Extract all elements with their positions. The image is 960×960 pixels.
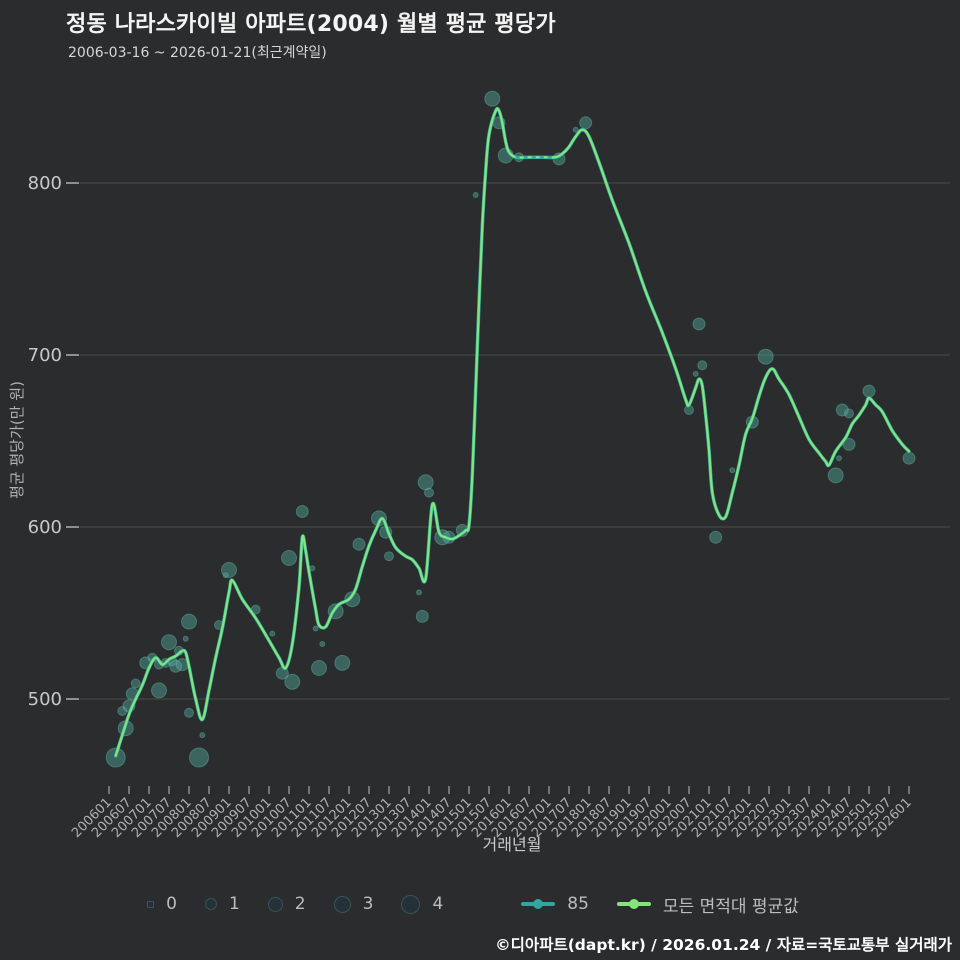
trade-bubble — [199, 732, 206, 739]
green-line-icon — [616, 899, 651, 909]
trade-bubble — [312, 625, 319, 632]
trade-bubble — [415, 609, 429, 623]
legend-size-3[interactable]: 3 — [333, 894, 374, 914]
chart-legend: 0 1 2 3 4 85 모든 면적대 평균값 — [0, 884, 960, 924]
legend-series-average[interactable]: 모든 면적대 평균값 — [616, 892, 799, 917]
trade-bubble — [835, 403, 849, 417]
y-tick-label: 500 — [28, 689, 62, 710]
legend-size-3-label: 3 — [362, 894, 374, 914]
page-subtitle: 2006-03-16 ~ 2026-01-21(최근계약일) — [68, 45, 327, 61]
x-axis-title: 거래년월 — [483, 835, 542, 854]
bubble-size-0-icon — [147, 900, 155, 908]
trade-bubble — [334, 654, 351, 671]
y-axis-title: 평균 평당가(만 원) — [8, 381, 26, 499]
y-tick-label: 800 — [28, 173, 62, 194]
trade-bubble — [862, 384, 876, 398]
trade-bubble — [692, 370, 699, 377]
y-tick-label: 700 — [28, 345, 62, 366]
legend-size-2-label: 2 — [294, 894, 306, 914]
trade-bubble — [472, 192, 479, 198]
legend-series-average-label: 모든 면적대 평균값 — [662, 896, 799, 917]
trade-bubble — [221, 562, 237, 578]
trade-bubble — [311, 660, 327, 676]
legend-series-85-label: 85 — [567, 894, 589, 914]
trade-bubble — [836, 455, 842, 462]
trade-bubble — [729, 467, 736, 474]
trade-bubble — [484, 90, 501, 107]
trade-bubble — [182, 635, 189, 642]
legend-size-4[interactable]: 4 — [401, 894, 443, 914]
trade-bubble — [424, 487, 434, 498]
trade-bubble — [117, 706, 128, 716]
bubble-size-1-icon — [204, 898, 217, 910]
trade-bubble — [579, 116, 593, 130]
trade-bubble — [169, 659, 183, 673]
bubble-size-2-icon — [267, 896, 283, 912]
trade-bubble — [151, 682, 167, 699]
trade-bubble — [827, 467, 844, 484]
page-title: 정동 나라스카이빌 아파트(2004) 월별 평균 평당가 — [66, 12, 556, 37]
series-line-85 — [113, 106, 911, 758]
trade-bubble — [384, 551, 394, 562]
trade-bubble — [344, 591, 361, 608]
teal-line-icon — [521, 899, 556, 909]
credit-text: ©디아파트(dapt.kr) / 2026.01.24 / 자료=국토교통부 실… — [495, 936, 952, 954]
trade-bubble — [181, 613, 197, 630]
trade-bubble — [295, 505, 309, 518]
trade-bubble — [757, 348, 774, 365]
trade-bubble — [130, 678, 141, 689]
trade-bubble — [184, 707, 194, 718]
legend-size-1[interactable]: 1 — [204, 894, 240, 914]
bubble-size-4-icon — [401, 894, 421, 914]
bubble-size-3-icon — [333, 895, 351, 913]
trade-bubble — [417, 474, 434, 491]
trade-bubble — [352, 537, 366, 551]
trade-bubble — [572, 126, 579, 133]
trade-bubble — [281, 550, 297, 566]
legend-size-0-label: 0 — [166, 894, 177, 914]
trade-bubble — [161, 634, 177, 651]
trade-bubble — [697, 360, 708, 371]
trade-bubble — [416, 589, 422, 596]
trade-bubble — [189, 747, 209, 768]
trade-bubble — [284, 673, 301, 690]
trade-bubble — [269, 630, 276, 637]
trade-bubble — [844, 408, 854, 419]
legend-size-1-label: 1 — [228, 894, 240, 914]
legend-series-85[interactable]: 85 — [521, 894, 589, 914]
trade-bubble — [319, 641, 326, 647]
y-tick-label: 600 — [28, 517, 62, 538]
trade-bubble — [222, 572, 229, 579]
series-line-average — [114, 107, 911, 757]
trade-bubble — [692, 317, 706, 331]
trade-bubble — [709, 530, 723, 544]
legend-size-2[interactable]: 2 — [267, 894, 306, 914]
legend-size-4-label: 4 — [432, 894, 444, 914]
trade-bubble — [309, 565, 316, 572]
legend-size-0[interactable]: 0 — [147, 894, 177, 914]
trade-bubble — [842, 437, 856, 451]
trade-bubble — [902, 451, 916, 465]
chart-canvas: 5006007008002006012006072007012007072008… — [8, 90, 950, 854]
